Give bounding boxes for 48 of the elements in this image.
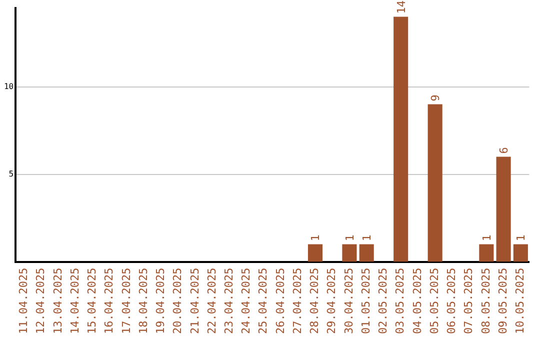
x-tick-label: 27.04.2025 (290, 268, 304, 334)
bar (394, 16, 408, 262)
x-tick-label: 20.04.2025 (171, 268, 184, 334)
bar (513, 244, 528, 262)
x-tick-label: 12.04.2025 (34, 268, 48, 334)
x-tick-label: 07.05.2025 (462, 268, 476, 334)
data-label: 14 (394, 0, 408, 14)
x-tick-label: 04.05.2025 (410, 268, 424, 334)
bar (359, 244, 374, 262)
data-label: 1 (480, 234, 494, 242)
x-tick-label: 24.04.2025 (240, 268, 253, 334)
x-tick-label: 30.04.2025 (342, 268, 356, 334)
bar (479, 244, 494, 262)
x-tick-label: 10.05.2025 (514, 268, 527, 334)
bar (308, 244, 323, 262)
data-label: 9 (429, 94, 442, 102)
bar (428, 104, 442, 262)
x-tick-label: 18.04.2025 (136, 268, 150, 334)
y-tick-label: 10 (4, 82, 14, 91)
x-tick-label: 06.05.2025 (445, 268, 458, 334)
data-label: 1 (514, 234, 528, 242)
x-tick-label: 05.05.2025 (428, 268, 441, 334)
x-tick-label: 25.04.2025 (256, 268, 270, 334)
data-label: 1 (343, 234, 356, 242)
x-tick-label: 28.04.2025 (308, 268, 322, 334)
x-tick-label: 16.04.2025 (102, 268, 116, 334)
x-tick-label: 29.04.2025 (325, 268, 338, 334)
x-tick-label: 21.04.2025 (188, 268, 202, 334)
x-tick-label: 17.04.2025 (120, 268, 133, 334)
x-tick-label: 26.04.2025 (274, 268, 287, 334)
y-tick-label: 5 (8, 169, 14, 178)
bar (496, 156, 511, 262)
x-tick-label: 13.04.2025 (51, 268, 64, 334)
x-tick-label: 02.05.2025 (376, 268, 390, 334)
x-tick-label: 22.04.2025 (205, 268, 218, 334)
data-label: 6 (498, 147, 511, 154)
x-tick-label: 11.04.2025 (17, 268, 30, 334)
x-tick-label: 19.04.2025 (154, 268, 168, 334)
x-tick-label: 01.05.2025 (359, 268, 372, 334)
data-label: 1 (360, 234, 374, 242)
x-tick-label: 15.04.2025 (86, 268, 99, 334)
x-tick-label: 23.04.2025 (222, 268, 236, 334)
x-tick-label: 09.05.2025 (496, 268, 510, 334)
data-label: 1 (309, 234, 322, 242)
x-tick-label: 03.05.2025 (394, 268, 407, 334)
x-tick-label: 08.05.2025 (479, 268, 492, 334)
x-tick-label: 14.04.2025 (68, 268, 82, 334)
bar (342, 244, 357, 262)
